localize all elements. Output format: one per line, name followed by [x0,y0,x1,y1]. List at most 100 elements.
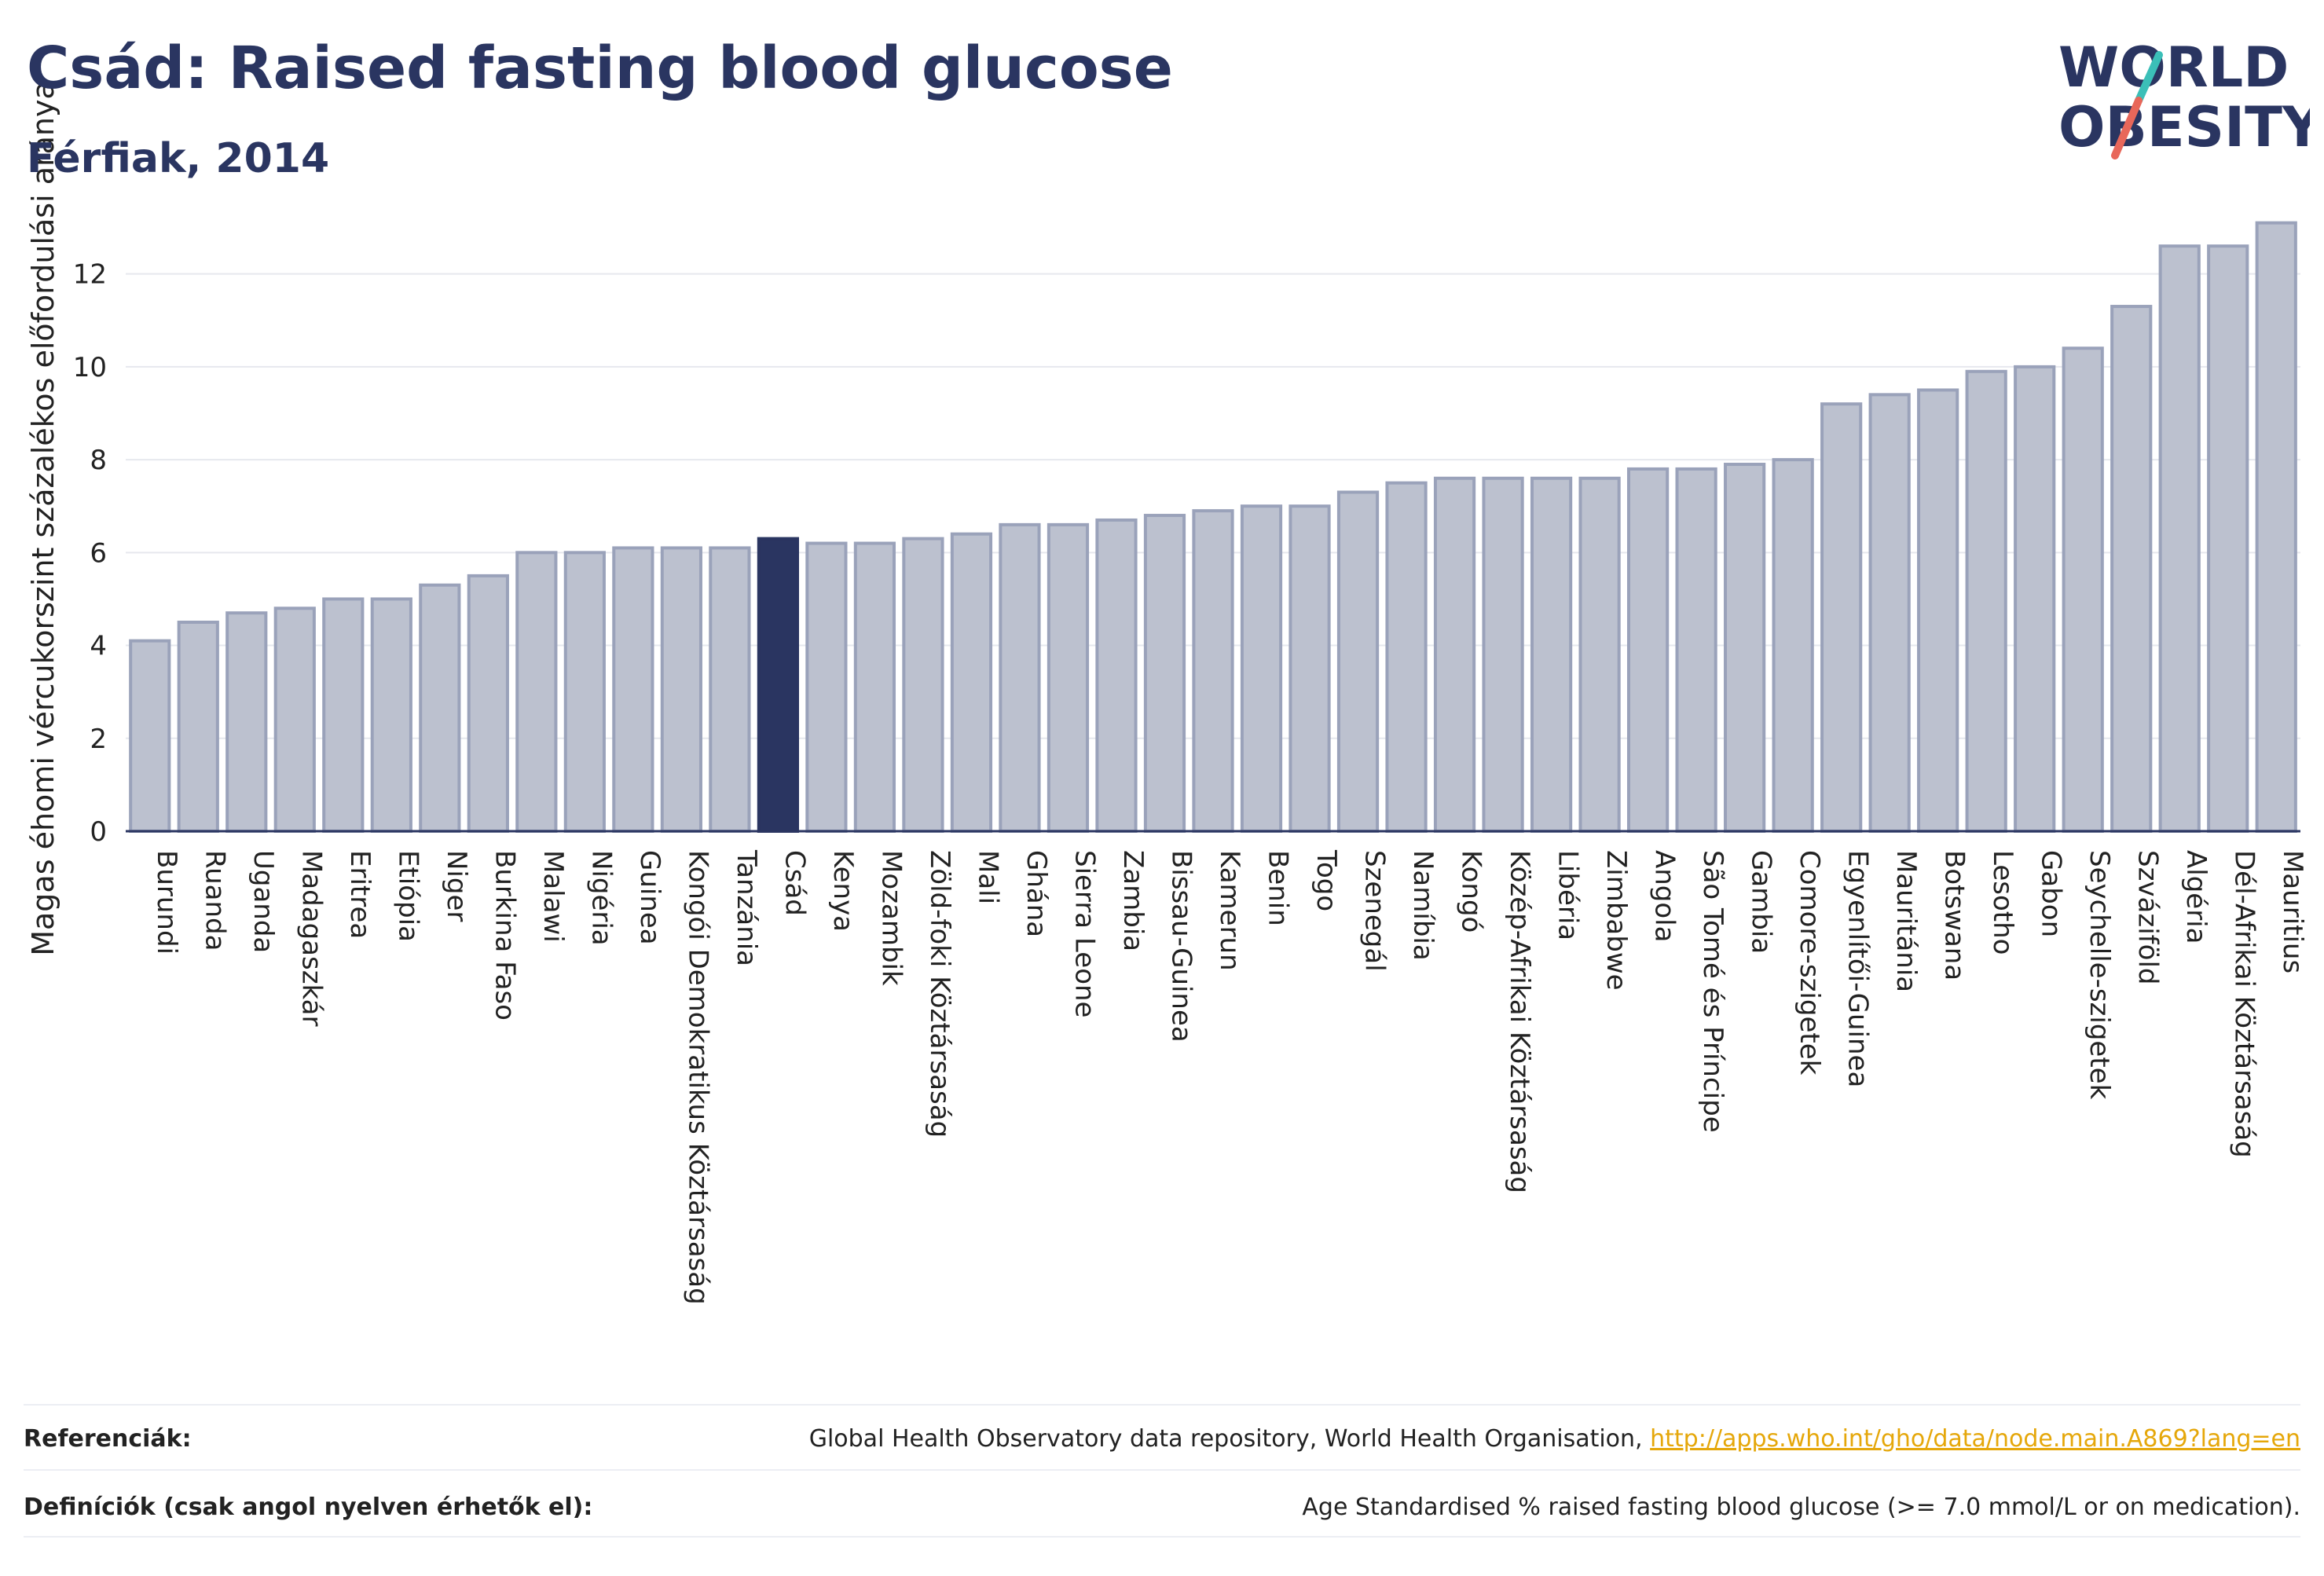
x-tick-label: Zimbabwe [1600,850,1632,991]
bar-chart: 0 2 4 6 8 10 12 Burundi Ruanda Uganda Madagaszkár E… [26,81,2308,1305]
bar [1578,476,1621,833]
bar [805,541,848,833]
bar [1336,490,1380,833]
y-tick-label: 2 [90,724,107,755]
references-link[interactable]: http://apps.who.int/gho/data/node.main.A… [1650,1424,2300,1453]
x-tick-label: Zambia [1117,850,1149,951]
references-row: Referenciák: Global Health Observatory d… [24,1419,2300,1458]
references-text: Global Health Observatory data repositor… [808,1424,1643,1453]
x-tick-label: Szváziföld [2132,850,2164,984]
bar [370,597,412,833]
bar [419,583,461,833]
bar [225,611,268,834]
x-tick-label: Gambia [1746,850,1777,954]
bar [1675,467,1717,834]
bar [999,522,1041,833]
references-label: Referenciák: [24,1424,192,1453]
x-tick-label: Burkina Faso [489,850,520,1021]
bar [1433,476,1476,833]
y-tick-label: 8 [90,445,107,476]
bar [1530,476,1573,833]
logo-slash-bottom [2111,97,2143,159]
x-tick-label: Kongói Demokratikus Köztársaság [682,850,713,1305]
x-tick-label: Közép-Afrikai Köztársaság [1504,850,1535,1193]
x-tick-label: Mali [972,850,1003,904]
x-tick-label: Uganda [247,850,279,953]
bar [612,546,654,834]
x-tick-label: Zöld-foki Köztársaság [924,850,955,1138]
logo-text-obesity: OBESITY [2058,95,2310,159]
bar [273,607,316,833]
bar [177,621,219,833]
x-tick-label: Botswana [1939,850,1970,980]
x-tick-label: Comore-szigetek [1794,850,1825,1076]
x-tick-label: Bissau-Guinea [1165,850,1197,1043]
y-tick-label: 12 [73,259,107,291]
bar [2255,221,2297,833]
x-tick-label: Sierra Leone [1069,850,1100,1017]
bar [950,532,993,833]
x-tick-label: Angola [1649,850,1681,942]
bar [467,574,509,834]
x-tick-label: Namíbia [1407,850,1439,961]
bar [1965,369,2007,833]
bar [1724,463,1766,833]
x-tick-label: Libéria [1552,850,1584,940]
footer-divider-middle [24,1469,2300,1471]
x-tick-label: Mauritius [2277,850,2308,973]
bar [2062,346,2104,833]
x-tick-label: Ruanda [199,850,230,951]
y-tick-label: 6 [90,537,107,569]
bar [1626,467,1670,834]
footer-divider-bottom [24,1536,2300,1538]
bar [2014,365,2056,833]
bar [515,551,558,833]
x-tick-label: Szenegál [1359,850,1391,972]
logo-text-world: WORLD [2058,35,2289,100]
bar [1772,458,1814,833]
bar [853,541,896,833]
world-obesity-logo: WORLD OBESITY [2058,35,2310,159]
definitions-label: Definíciók (csak angol nyelven érhetők e… [24,1493,593,1521]
bar [1385,481,1428,834]
y-tick-label: 10 [73,352,107,383]
logo-slash-top [2135,51,2163,104]
bar [709,546,751,834]
x-tick-label: Etiópia [392,850,423,942]
bar [129,639,171,834]
references-value: Global Health Observatory data repositor… [809,1425,2300,1453]
x-tick-label: Ghána [1021,850,1052,937]
x-tick-label: Mauritánia [1890,850,1922,992]
bar [757,537,800,833]
x-tick-label: São Tomé és Príncipe [1697,850,1728,1133]
x-tick-label: Lesotho [1987,850,2018,955]
y-axis-title: Magas éhomi vércukorszint százalékos elő… [26,81,60,956]
bar [1917,388,1959,833]
bar [660,546,702,834]
y-tick-label: 0 [90,816,107,848]
bar [1143,514,1186,833]
bar [1192,509,1234,834]
x-tick-label: Guinea [634,850,665,945]
chart-subtitle: Férfiak, 2014 [27,135,330,182]
bar [1482,476,1524,833]
x-tick-label: Egyenlítői-Guinea [1842,850,1874,1087]
chart-title: Csád: Raised fasting blood glucose [27,35,1173,102]
x-tick-label: Malawi [537,850,569,943]
footer-divider-top [24,1404,2300,1406]
bar [2110,305,2153,833]
bar [322,597,365,833]
x-tick-label: Tanzánia [731,849,762,966]
x-tick-label: Algéria [2180,850,2212,944]
bar [1047,522,1090,833]
y-tick-label: 4 [90,631,107,662]
definitions-row: Definíciók (csak angol nyelven érhetők e… [24,1487,2300,1527]
x-tick-label: Kongó [1456,850,1487,933]
x-tick-label: Benin [1263,850,1294,926]
bar [2158,244,2201,833]
bar [1095,518,1138,833]
bar [1240,504,1283,833]
x-tick-label: Mozambik [875,850,907,986]
x-tick-label: Kamerun [1214,850,1245,971]
x-tick-label: Eritrea [344,850,376,939]
